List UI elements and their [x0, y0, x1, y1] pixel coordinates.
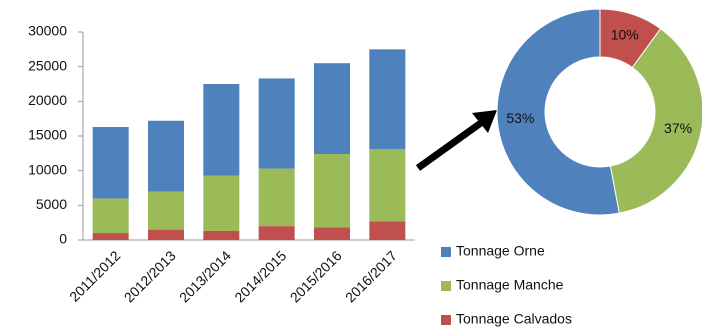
legend-label: Tonnage Manche [456, 277, 564, 293]
bar-segment [369, 149, 406, 222]
legend-label: Tonnage Orne [456, 243, 545, 259]
bar-segment [314, 154, 350, 228]
bar-segment [258, 168, 295, 227]
arrow [415, 110, 497, 171]
donut-slice [609, 27, 702, 214]
y-tick-label: 30000 [28, 23, 67, 39]
bar-segment [203, 230, 240, 240]
legend-swatch [441, 281, 451, 291]
legend-swatch [441, 247, 451, 257]
y-tick-label: 20000 [28, 92, 67, 108]
bar-segment [258, 226, 295, 240]
slice-label: 53% [506, 110, 534, 126]
x-tick-label: 2013/2014 [176, 247, 234, 305]
x-tick-label: 2014/2015 [231, 247, 289, 305]
bar-segment [258, 78, 295, 169]
legend-swatch [441, 315, 451, 325]
y-tick-label: 0 [59, 231, 67, 247]
y-tick-label: 25000 [28, 57, 67, 73]
bar-segment [148, 229, 184, 240]
bar-segment [203, 175, 240, 231]
x-tick-label: 2012/2013 [121, 247, 179, 305]
bar-segment [92, 198, 129, 234]
donut-slice [496, 8, 620, 216]
bar-segment [314, 227, 350, 240]
legend-label: Tonnage Calvados [456, 311, 572, 327]
bar-segment [314, 63, 350, 155]
bar-segment [203, 84, 240, 176]
y-tick-label: 5000 [36, 196, 67, 212]
bar-segment [148, 191, 184, 230]
slice-label: 37% [664, 120, 692, 136]
bar-segment [92, 233, 129, 240]
y-tick-label: 15000 [28, 127, 67, 143]
bar-segment [369, 49, 406, 150]
x-tick-label: 2016/2017 [342, 247, 400, 305]
x-tick-label: 2015/2016 [287, 247, 345, 305]
slice-label: 10% [611, 27, 639, 43]
bar-segment [148, 120, 184, 192]
bar-segment [92, 126, 129, 199]
x-tick-label: 2011/2012 [66, 247, 124, 305]
y-tick-label: 10000 [28, 161, 67, 177]
bar-segment [369, 221, 406, 240]
